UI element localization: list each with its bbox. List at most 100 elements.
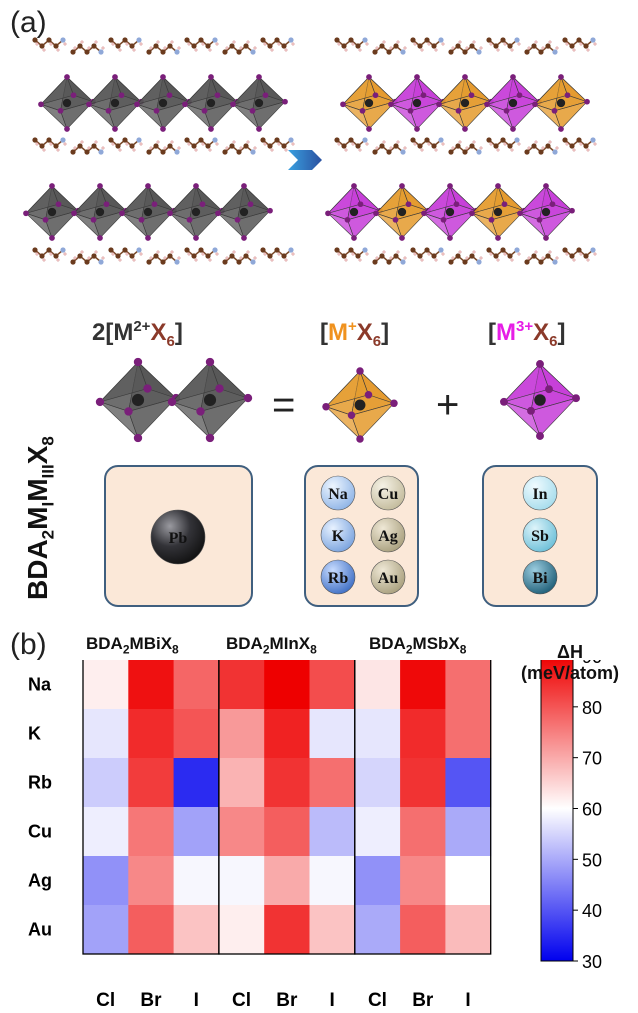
- octahedron: [182, 74, 240, 132]
- heatmap-cell: [264, 905, 310, 955]
- heatmap-cell: [309, 856, 356, 906]
- row-label-na: Na: [28, 675, 52, 695]
- col-label-cl: Cl: [232, 990, 251, 1011]
- heatmap-cell: [173, 660, 220, 710]
- svg-text:Na: Na: [328, 486, 348, 503]
- octahedron: [484, 74, 542, 132]
- row-label-rb: Rb: [28, 773, 52, 793]
- octahedron: [340, 74, 398, 132]
- heatmap-cell: [264, 709, 310, 759]
- heatmap-cell: [83, 905, 129, 955]
- element-au: Au: [370, 559, 406, 595]
- formula-right: [M3+X6]: [488, 318, 566, 350]
- heatmap-cell: [264, 807, 310, 857]
- heatmap-cell: [83, 660, 129, 710]
- element-in: In: [522, 475, 558, 511]
- heatmap-cell: [354, 709, 401, 759]
- colorbar-tick: 30: [582, 952, 602, 972]
- heatmap-cell: [218, 660, 265, 710]
- pb-octahedron-1: [95, 357, 181, 443]
- octahedron: [421, 183, 479, 241]
- heatmap-title-in: BDA2MInX8: [226, 634, 317, 657]
- heatmap-cell: [83, 807, 129, 857]
- element-k: K: [320, 517, 356, 553]
- panel-a-label: (a): [10, 6, 47, 39]
- element-na: Na: [320, 475, 356, 511]
- octahedron: [23, 183, 81, 241]
- plus-sign: +: [436, 383, 460, 427]
- element-ag: Ag: [370, 517, 406, 553]
- octahedron: [230, 74, 288, 132]
- m1-octa-shape: [322, 367, 398, 443]
- heatmap-cell: [173, 905, 220, 955]
- heatmap-cell: [128, 807, 175, 857]
- octahedron: [71, 183, 129, 241]
- heatmap-cell: [218, 905, 265, 955]
- heatmap-cell: [83, 856, 129, 906]
- heatmap-cell: [400, 709, 446, 759]
- heatmap-cell: [218, 856, 265, 906]
- col-label-i: I: [330, 990, 335, 1011]
- octahedron: [436, 74, 494, 132]
- heatmap-cell: [173, 856, 220, 906]
- colorbar-tick: 70: [582, 749, 602, 769]
- formula-mid: [M+X6]: [320, 318, 390, 350]
- pb-octahedron-2: [167, 357, 253, 443]
- colorbar-tick: 60: [582, 800, 602, 820]
- row-label-au: Au: [28, 920, 52, 940]
- heatmap-cell: [445, 660, 492, 710]
- structure-pb-layered: [23, 37, 295, 265]
- heatmap-cell: [173, 758, 220, 808]
- svg-text:Rb: Rb: [328, 570, 349, 587]
- octahedron: [517, 183, 575, 241]
- svg-text:Au: Au: [378, 570, 399, 587]
- heatmap-cell: [445, 709, 492, 759]
- octahedra-row: [95, 357, 580, 443]
- colorbar-tick: 40: [582, 901, 602, 921]
- pb-octa-shape: [167, 357, 253, 443]
- element-bi: Bi: [522, 559, 558, 595]
- colorbar: [540, 660, 574, 962]
- row-label-k: K: [28, 724, 41, 744]
- svg-text:Cu: Cu: [378, 486, 399, 503]
- heatmap-cell: [400, 660, 446, 710]
- element-pb: Pb: [150, 509, 206, 565]
- octahedron: [388, 74, 446, 132]
- heatmap-cell: [309, 758, 356, 808]
- colorbar-title-line2: (meV/atom): [520, 663, 619, 683]
- heatmap-cell: [309, 660, 356, 710]
- heatmap-cell: [128, 709, 175, 759]
- heatmap-title-bi: BDA2MBiX8: [86, 634, 179, 657]
- octahedron: [215, 183, 273, 241]
- heatmap-cell: [218, 758, 265, 808]
- heatmap-cell: [309, 905, 356, 955]
- heatmap-cell: [309, 807, 356, 857]
- heatmap-cell: [400, 905, 446, 955]
- octahedron: [167, 183, 225, 241]
- element-cu: Cu: [370, 475, 406, 511]
- octahedron: [134, 74, 192, 132]
- col-label-br: Br: [276, 990, 298, 1011]
- monovalent-octahedron: [322, 367, 398, 443]
- heatmap-cell: [83, 709, 129, 759]
- octahedron: [119, 183, 177, 241]
- heatmap-cell: [445, 856, 492, 906]
- svg-text:Bi: Bi: [532, 570, 548, 587]
- svg-text:K: K: [332, 528, 345, 545]
- colorbar-tick: 80: [582, 698, 602, 718]
- heatmap-cell: [173, 807, 220, 857]
- heatmap-cell: [354, 905, 401, 955]
- col-label-br: Br: [140, 990, 162, 1011]
- heatmap-cell: [264, 856, 310, 906]
- colorbar-title: ΔH (meV/atom): [500, 642, 638, 684]
- colorbar-tick: 50: [582, 850, 602, 870]
- col-label-cl: Cl: [96, 990, 115, 1011]
- heatmap-cell: [400, 856, 446, 906]
- heatmap-cell: [400, 758, 446, 808]
- octahedron: [325, 183, 383, 241]
- heatmap-cell: [128, 856, 175, 906]
- svg-text:Sb: Sb: [531, 528, 549, 545]
- heatmap-cell: [445, 905, 492, 955]
- svg-text:Pb: Pb: [169, 530, 188, 547]
- colorbar-title-line1: ΔH: [557, 642, 583, 662]
